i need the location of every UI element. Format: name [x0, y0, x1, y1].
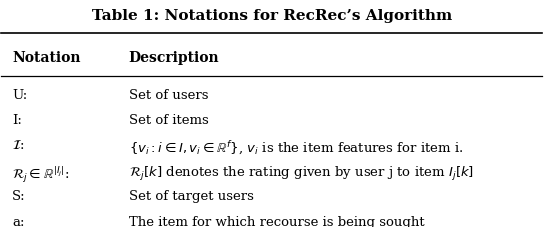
- Text: I:: I:: [12, 114, 22, 127]
- Text: Description: Description: [128, 51, 219, 65]
- Text: $\mathcal{R}_j \in \mathbb{R}^{|I_j|}$:: $\mathcal{R}_j \in \mathbb{R}^{|I_j|}$:: [12, 164, 70, 184]
- Text: a:: a:: [12, 215, 25, 227]
- Text: S:: S:: [12, 189, 26, 202]
- Text: Set of target users: Set of target users: [128, 189, 253, 202]
- Text: Notation: Notation: [12, 51, 81, 65]
- Text: Set of users: Set of users: [128, 88, 208, 101]
- Text: The item for which recourse is being sought: The item for which recourse is being sou…: [128, 215, 424, 227]
- Text: $\{v_i : i \in I, v_i \in \mathbb{R}^f\}$, $v_i$ is the item features for item i: $\{v_i : i \in I, v_i \in \mathbb{R}^f\}…: [128, 139, 463, 156]
- Text: U:: U:: [12, 88, 27, 101]
- Text: Set of items: Set of items: [128, 114, 208, 127]
- Text: Table 1: Notations for RecRec’s Algorithm: Table 1: Notations for RecRec’s Algorith…: [92, 9, 452, 23]
- Text: $\mathcal{I}$:: $\mathcal{I}$:: [12, 139, 25, 152]
- Text: $\mathcal{R}_j[k]$ denotes the rating given by user j to item $I_j[k]$: $\mathcal{R}_j[k]$ denotes the rating gi…: [128, 164, 474, 182]
